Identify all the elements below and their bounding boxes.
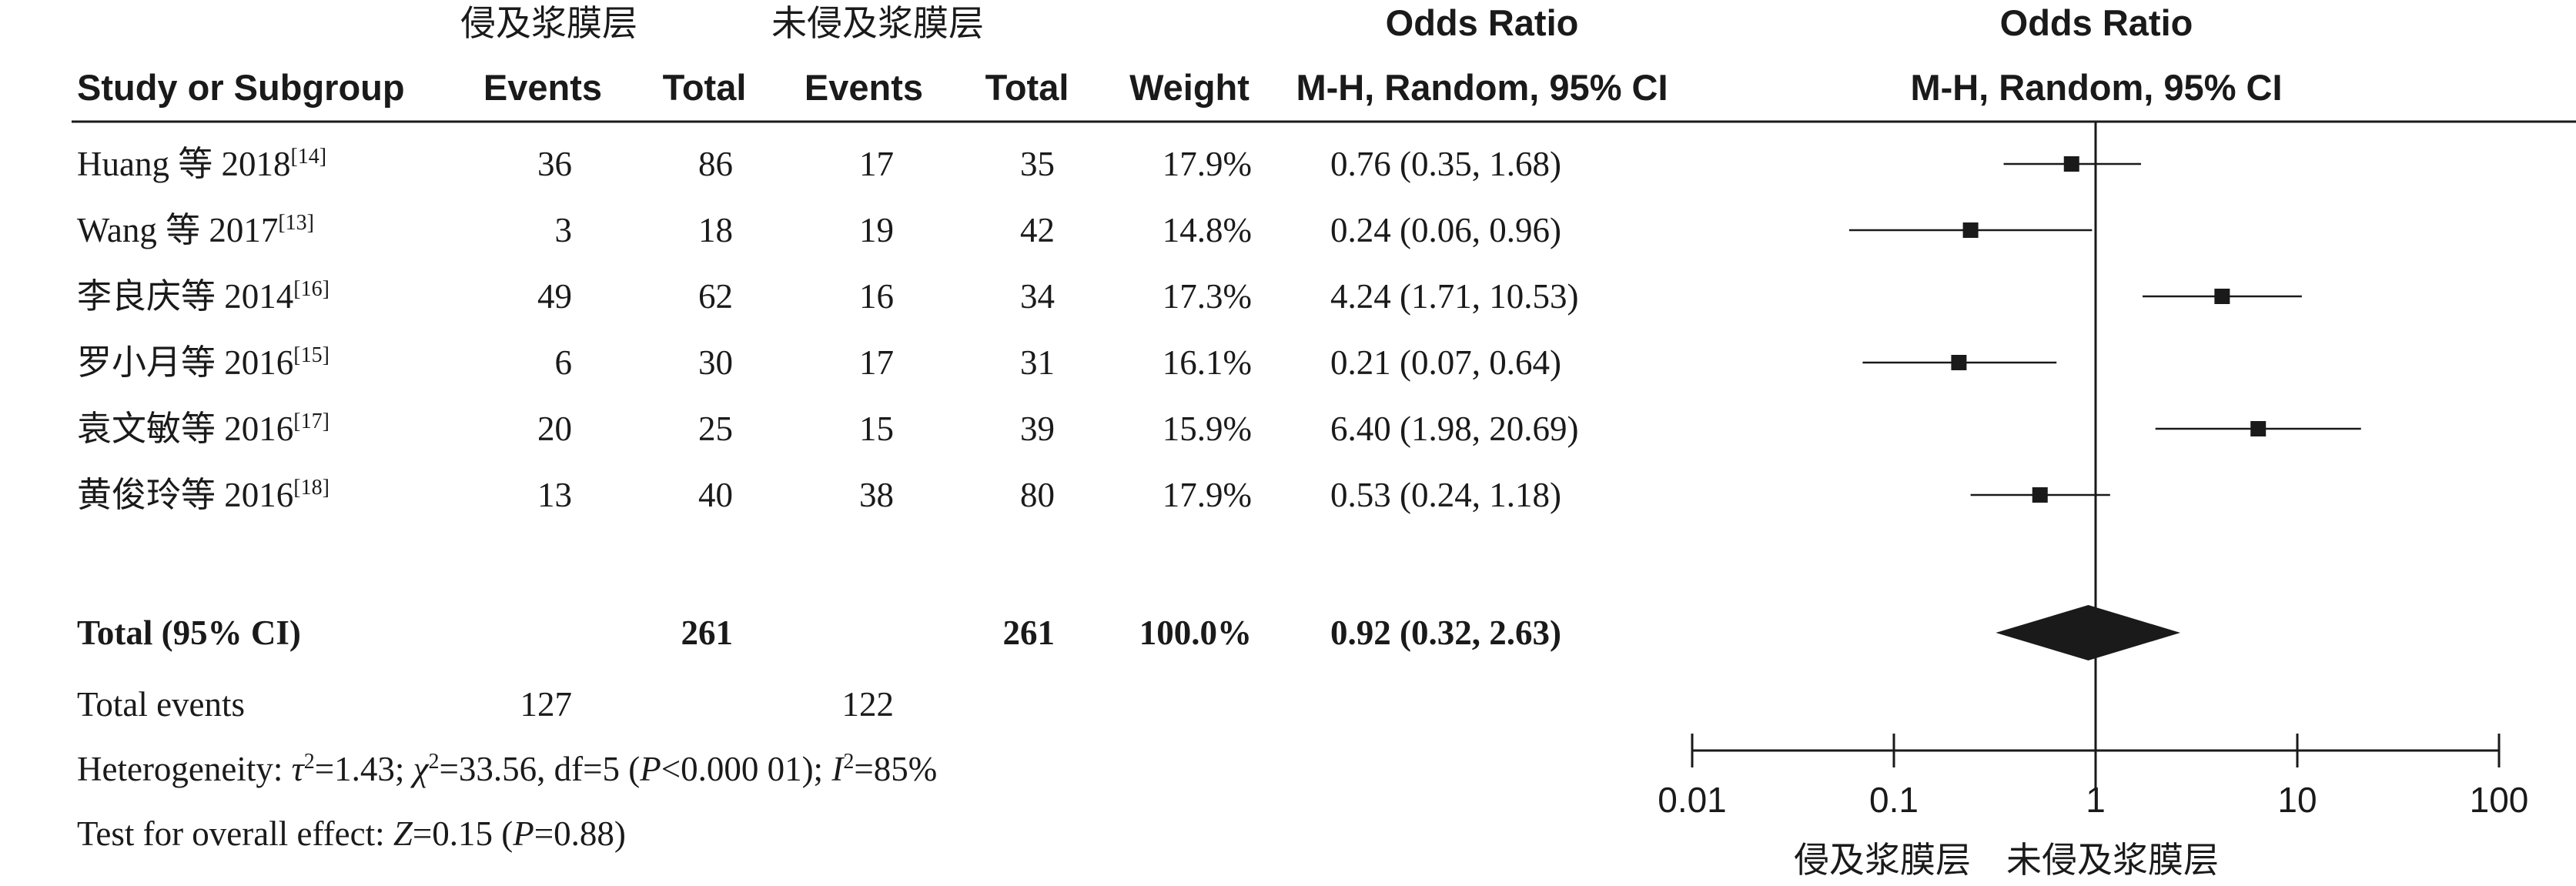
study-total-exp: 25	[698, 410, 733, 448]
study-weight: 17.9%	[1163, 476, 1252, 514]
study-name: 罗小月等 2016[15]	[77, 343, 330, 382]
study-weight: 17.9%	[1163, 145, 1252, 183]
point-estimate	[2032, 487, 2048, 503]
header-or-title-plot: Odds Ratio	[2000, 2, 2193, 43]
x-tick-label: 100	[2470, 780, 2529, 820]
events-row-exp: 127	[520, 685, 573, 724]
header-or-method-table: M-H, Random, 95% CI	[1296, 67, 1668, 108]
study-name: 李良庆等 2014[16]	[77, 277, 330, 316]
header-events-ctrl: Events	[805, 67, 923, 108]
total-exp: 261	[681, 614, 734, 652]
study-events-exp: 20	[537, 410, 572, 448]
study-total-ctrl: 34	[1020, 277, 1055, 316]
study-total-exp: 18	[698, 211, 733, 249]
x-tick-label: 1	[2086, 780, 2106, 820]
study-events-ctrl: 38	[859, 476, 894, 514]
study-total-ctrl: 42	[1020, 211, 1055, 249]
heterogeneity-text: Heterogeneity: τ2=1.43; χ2=33.56, df=5 (…	[77, 750, 937, 788]
study-total-exp: 30	[698, 343, 733, 382]
point-estimate	[2250, 421, 2267, 436]
study-total-exp: 62	[698, 277, 733, 316]
study-ci: 0.24 (0.06, 0.96)	[1330, 211, 1561, 249]
study-ci: 0.21 (0.07, 0.64)	[1330, 343, 1561, 382]
header-study: Study or Subgroup	[77, 67, 405, 108]
study-events-exp: 13	[537, 476, 572, 514]
header-weight: Weight	[1129, 67, 1250, 108]
total-weight: 100.0%	[1139, 614, 1252, 652]
study-weight: 15.9%	[1163, 410, 1252, 448]
total-ci: 0.92 (0.32, 2.63)	[1330, 614, 1561, 652]
study-total-ctrl: 39	[1020, 410, 1055, 448]
x-tick-label: 0.1	[1869, 780, 1919, 820]
header-total-exp: Total	[663, 67, 747, 108]
header-total-ctrl: Total	[985, 67, 1069, 108]
study-ci: 0.76 (0.35, 1.68)	[1330, 145, 1561, 183]
x-tick-label: 10	[2277, 780, 2317, 820]
study-weight: 16.1%	[1163, 343, 1252, 382]
study-total-exp: 86	[698, 145, 733, 183]
study-name: 袁文敏等 2016[17]	[77, 410, 330, 448]
study-total-exp: 40	[698, 476, 733, 514]
study-events-ctrl: 15	[859, 410, 894, 448]
favours-left-label: 侵及浆膜层	[1794, 839, 1971, 881]
study-events-exp: 3	[555, 211, 573, 249]
overall-effect-text: Test for overall effect: Z=0.15 (P=0.88)	[77, 814, 626, 853]
header-or-title-table: Odds Ratio	[1386, 2, 1579, 43]
point-estimate	[2214, 289, 2230, 304]
study-ci: 0.53 (0.24, 1.18)	[1330, 476, 1561, 514]
study-events-ctrl: 19	[859, 211, 894, 249]
study-total-ctrl: 35	[1020, 145, 1055, 183]
study-name: Wang 等 2017[13]	[77, 211, 314, 249]
study-ci: 6.40 (1.98, 20.69)	[1330, 410, 1578, 448]
point-estimate	[2063, 156, 2079, 172]
total-label: Total (95% CI)	[77, 614, 301, 652]
point-estimate	[1962, 222, 1979, 238]
study-events-exp: 6	[555, 343, 573, 382]
study-ci: 4.24 (1.71, 10.53)	[1330, 277, 1578, 316]
total-ctrl: 261	[1003, 614, 1055, 652]
header-group-exp: 侵及浆膜层	[460, 2, 637, 44]
study-events-exp: 36	[537, 145, 572, 183]
study-name: 黄俊玲等 2016[18]	[77, 476, 330, 514]
study-events-ctrl: 16	[859, 277, 894, 316]
study-events-exp: 49	[537, 277, 572, 316]
header-or-method-plot: M-H, Random, 95% CI	[1910, 67, 2282, 108]
study-rows: Huang 等 2018[14] 36 86 17 35 17.9% 0.76 (0.35,…	[77, 145, 1578, 514]
header-group-ctrl: 未侵及浆膜层	[771, 2, 984, 44]
study-events-ctrl: 17	[859, 343, 894, 382]
study-total-ctrl: 80	[1020, 476, 1055, 514]
point-estimate	[1951, 355, 1967, 370]
study-name: Huang 等 2018[14]	[77, 145, 326, 183]
study-weight: 14.8%	[1163, 211, 1252, 249]
pooled-diamond	[1996, 605, 2181, 660]
events-row-ctrl: 122	[842, 685, 895, 724]
study-total-ctrl: 31	[1020, 343, 1055, 382]
events-row-label: Total events	[77, 685, 245, 724]
study-events-ctrl: 17	[859, 145, 894, 183]
study-weight: 17.3%	[1163, 277, 1252, 316]
plot-area: 0.01 0.1 1 10 100	[1658, 122, 2528, 820]
x-tick-label: 0.01	[1658, 780, 1727, 820]
favours-right-label: 未侵及浆膜层	[2006, 839, 2219, 881]
header-events-exp: Events	[483, 67, 602, 108]
